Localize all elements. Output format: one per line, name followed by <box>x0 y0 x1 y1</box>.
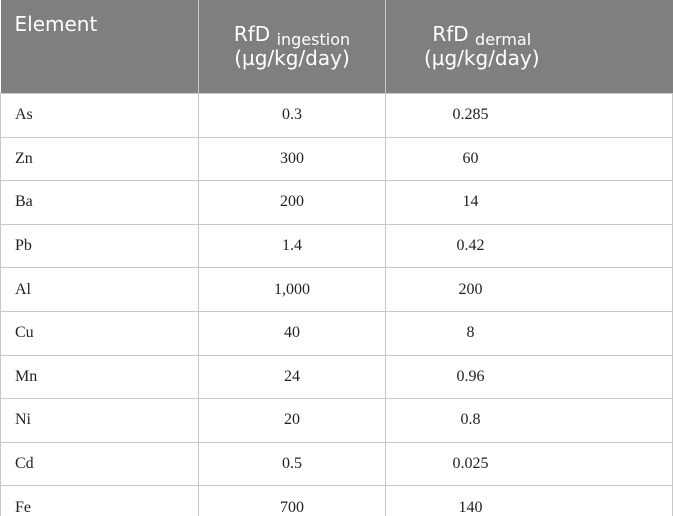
table-cell: 24 <box>198 354 386 400</box>
table-body: As 0.3 0.285 Zn 300 60 Ba 200 14 Pb 1.4 0.42 Al 1,000… <box>0 93 673 516</box>
header-unit: (µg/kg/day) <box>234 46 350 71</box>
table-cell: Ba <box>0 180 199 225</box>
header-row: Element RfD ingestion (µg/kg/day) RfD derma… <box>0 0 673 94</box>
table-cell: 200 <box>385 267 673 312</box>
header-main: RfD <box>233 21 271 46</box>
header-cell: Element <box>0 0 199 94</box>
table-cell: 300 <box>198 136 386 182</box>
table-cell: 40 <box>198 310 386 356</box>
header-sub: ingestion <box>276 29 351 49</box>
header-main: RfD <box>432 21 469 46</box>
table-cell: 200 <box>198 180 386 225</box>
header-unit: (µg/kg/day) <box>423 46 540 71</box>
table-row: As 0.3 0.285 <box>0 93 673 138</box>
header-cell: RfD dermal (µg/kg/day) <box>385 0 673 94</box>
table-cell: 0.5 <box>198 441 386 487</box>
header-cell: RfD ingestion (µg/kg/day) <box>198 0 386 94</box>
table-cell: 0.025 <box>385 441 673 487</box>
table-cell: 140 <box>385 485 673 516</box>
table-cell: Ni <box>0 398 199 443</box>
table-cell: Fe <box>0 485 199 516</box>
table-cell: 60 <box>385 136 673 182</box>
table-row: Fe 700 140 <box>0 485 673 516</box>
table-row: Cd 0.5 0.025 <box>0 441 673 487</box>
table-cell: 0.8 <box>385 398 673 443</box>
header-sub: dermal <box>475 29 532 49</box>
table-cell: Cd <box>0 441 199 487</box>
table-row: Mn 24 0.96 <box>0 354 673 400</box>
table-cell: Al <box>0 267 199 312</box>
table-cell: 0.285 <box>385 93 673 138</box>
table-cell: As <box>0 93 199 138</box>
header-main: Element <box>14 12 98 36</box>
table-row: Ba 200 14 <box>0 180 673 225</box>
table-row: Zn 300 60 <box>0 136 673 182</box>
table-row: Cu 40 8 <box>0 310 673 356</box>
table-cell: 14 <box>385 180 673 225</box>
table-cell: Mn <box>0 354 199 400</box>
table-cell: Cu <box>0 310 199 356</box>
table-row: Pb 1.4 0.42 <box>0 223 673 269</box>
table-row: Al 1,000 200 <box>0 267 673 312</box>
table-cell: 0.42 <box>385 223 673 269</box>
table-cell: 0.3 <box>198 93 386 138</box>
table-cell: 20 <box>198 398 386 443</box>
table-row: Ni 20 0.8 <box>0 398 673 443</box>
table-cell: 1,000 <box>198 267 386 312</box>
table-cell: 0.96 <box>385 354 673 400</box>
table-cell: Zn <box>0 136 199 182</box>
table-cell: 1.4 <box>198 223 386 269</box>
table-cell: Pb <box>0 223 199 269</box>
table-cell: 8 <box>385 310 673 356</box>
table-cell: 700 <box>198 485 386 516</box>
